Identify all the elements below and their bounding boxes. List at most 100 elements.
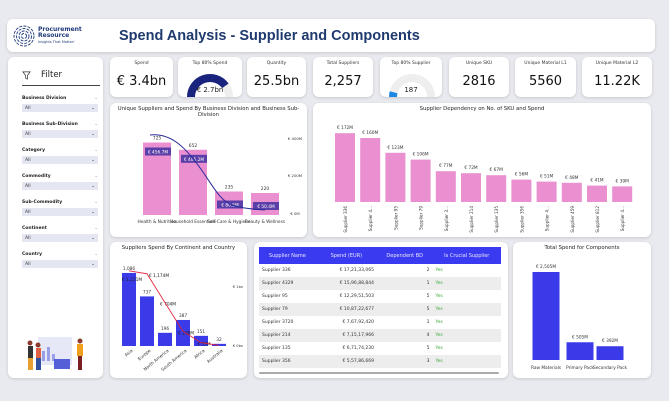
bar[interactable]	[360, 138, 381, 202]
collapse-chevron-icon[interactable]: ⌄	[94, 174, 98, 179]
chart-title: Suppliers Spend By Continent and Country	[121, 245, 236, 251]
bar[interactable]	[561, 182, 582, 202]
bar[interactable]	[566, 342, 594, 360]
category-label: Secondary Pack	[593, 365, 628, 371]
table-cell: Supplier 214	[259, 329, 316, 342]
header: Procurement Resource Insights That Matter!…	[7, 19, 507, 52]
line-label: € 704M	[160, 302, 176, 308]
table-cell: Yes	[435, 320, 443, 325]
collapse-chevron-icon[interactable]: ⌄	[94, 200, 98, 205]
bar[interactable]	[140, 296, 154, 346]
spend-line	[128, 270, 220, 346]
table-row[interactable]: Supplier 95 € 12,29,51,503 5 Yes	[259, 290, 501, 303]
kpi-label: Top 80% Spend	[192, 61, 228, 66]
bar-label: € 172M	[337, 125, 353, 131]
bar[interactable]	[410, 159, 431, 202]
line-label: € 1,174M	[149, 273, 169, 279]
bar[interactable]	[486, 175, 507, 202]
kpi-label: Quantity	[266, 61, 287, 66]
y2-tick: € 1bn	[233, 285, 243, 289]
category-label: Beauty & Wellness	[245, 219, 286, 225]
category-label: Australia	[206, 348, 225, 365]
table-row[interactable]: Supplier 79 € 10,87,22,677 5 Yes	[259, 303, 501, 316]
chevron-down-icon: ⌄	[91, 183, 95, 189]
line-label: € 456.7M	[148, 150, 168, 156]
collapse-chevron-icon[interactable]: ⌄	[94, 96, 98, 101]
header-bar	[7, 19, 655, 52]
kpi-label: Unique SKU	[465, 61, 493, 66]
collapse-chevron-icon[interactable]: ⌄	[94, 122, 98, 127]
bar[interactable]	[122, 272, 136, 346]
table-cell: Yes	[432, 329, 501, 342]
chart-title: Supplier Dependency on No. of SKU and Sp…	[419, 106, 545, 112]
category-label: Europe	[137, 348, 153, 363]
bar[interactable]	[532, 272, 560, 360]
slicer-dropdown[interactable]: All ⌄	[22, 208, 98, 216]
slicer-dropdown[interactable]: All ⌄	[22, 156, 98, 164]
category-label: Supplier 214	[469, 206, 474, 233]
slicer: Business Sub-Division ⌄ All ⌄	[22, 122, 98, 138]
column-header[interactable]: Spend (EUR)	[315, 247, 377, 264]
bar[interactable]	[194, 335, 208, 346]
components-chart: € 2,505M Raw Materials € 505M Primary Pack €…	[531, 264, 628, 371]
bar[interactable]	[212, 343, 226, 346]
slicer-dropdown[interactable]: All ⌄	[22, 182, 98, 190]
collapse-chevron-icon[interactable]: ⌄	[94, 226, 98, 231]
collapse-chevron-icon[interactable]: ⌄	[94, 148, 98, 153]
line-label: € 55M	[197, 342, 211, 348]
bar[interactable]	[461, 173, 481, 202]
table-row[interactable]: Supplier 3720 € 7,67,92,420 1 Yes	[259, 316, 501, 329]
column-header[interactable]: Is Crucial Supplier	[432, 247, 501, 264]
bar-label: 652	[189, 143, 198, 149]
table-cell: 1	[376, 277, 433, 290]
table-row[interactable]: Supplier 336 € 17,21,33,065 2 Yes	[259, 264, 501, 277]
slicer-dropdown[interactable]: All ⌄	[22, 130, 98, 138]
slicer-label: Business Division	[22, 96, 67, 101]
kpi-label: Spend	[134, 61, 149, 66]
kpi-value: 2816	[462, 74, 496, 89]
column-header[interactable]: Dependent BD	[376, 247, 433, 264]
kpi-label: Top 80% Supplier	[391, 61, 431, 66]
bar[interactable]	[335, 133, 355, 202]
bar-label: € 392M	[602, 338, 618, 344]
page-title: Spend Analysis - Supplier and Components	[119, 27, 420, 44]
table-cell: Supplier 79	[259, 303, 316, 316]
table-row[interactable]: Supplier 135 € 6,71,74,230 5 Yes	[259, 342, 501, 355]
bar[interactable]	[536, 181, 557, 202]
table-cell: Yes	[435, 294, 443, 299]
slicer-dropdown[interactable]: All ⌄	[22, 234, 98, 242]
table-row[interactable]: Supplier 356 € 5,57,86,669 3 Yes	[259, 355, 501, 368]
bar[interactable]	[158, 332, 172, 346]
category-label: Supplier 4...	[620, 206, 625, 231]
kpi-label: Unique Material L1	[524, 61, 567, 66]
category-label: Self-Care & Hygiene	[207, 219, 250, 225]
table-cell: 2	[426, 268, 430, 273]
horizontal-scrollbar[interactable]	[259, 372, 499, 374]
line-label: € 1,221M	[122, 277, 142, 283]
bar[interactable]	[596, 346, 624, 360]
bar[interactable]	[435, 171, 456, 202]
kpi-card: Total Suppliers 2,257	[313, 57, 373, 97]
category-label: Supplier 95	[393, 206, 398, 230]
kpi-card: Quantity 25.5bn	[247, 57, 306, 97]
table-cell: Yes	[432, 355, 501, 368]
table-row[interactable]: Supplier 214 € 7,15,17,966 4 Yes	[259, 329, 501, 342]
column-header[interactable]: Supplier Name	[259, 247, 316, 264]
line-label-bg	[145, 147, 171, 156]
category-label: Supplier 4...	[545, 206, 550, 231]
table-row[interactable]: Supplier 4329 € 15,96,88,844 1 Yes	[259, 277, 501, 290]
category-label: Household Essentials	[170, 219, 216, 225]
category-label: Health & Nutrition	[137, 219, 176, 225]
kpi-card: Top 80% Spend € 2.7bn	[178, 57, 242, 97]
slicer-dropdown[interactable]: All ⌄	[22, 260, 98, 268]
bar[interactable]	[587, 185, 607, 202]
bar[interactable]	[511, 179, 532, 202]
slicer: Country ⌄ All ⌄	[22, 252, 98, 268]
bar[interactable]	[612, 186, 633, 202]
bar[interactable]	[385, 152, 406, 202]
slicer-dropdown[interactable]: All ⌄	[22, 104, 98, 112]
bar-label: 1,086	[123, 266, 136, 272]
collapse-chevron-icon[interactable]: ⌄	[94, 252, 98, 257]
slicer-value: All	[25, 105, 31, 111]
